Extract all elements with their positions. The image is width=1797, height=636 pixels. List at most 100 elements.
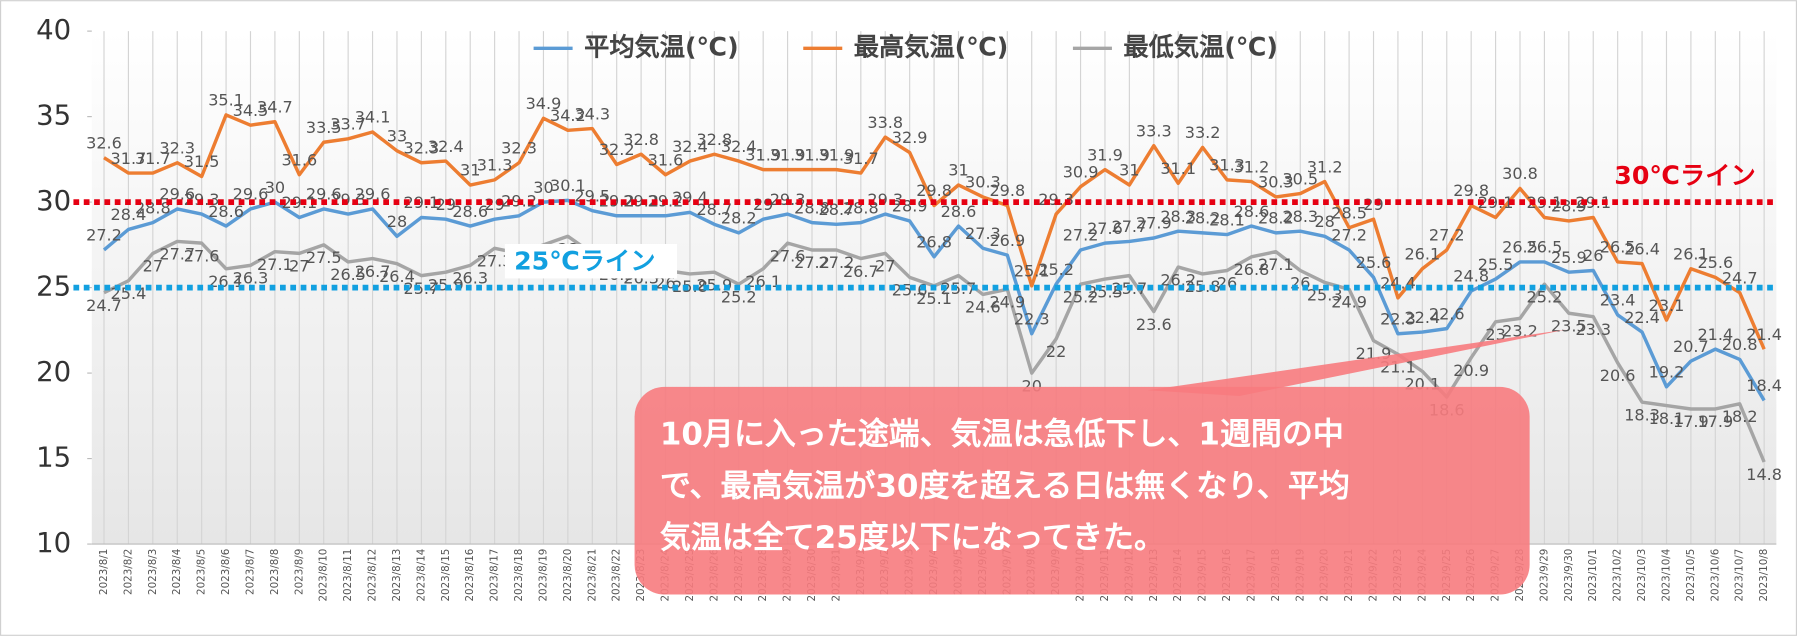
data-label: 32.4 bbox=[721, 137, 757, 156]
data-label: 26.7 bbox=[843, 262, 879, 281]
data-label: 26.1 bbox=[1404, 245, 1440, 264]
data-label: 26 bbox=[655, 274, 675, 293]
reference-label: 30℃ライン bbox=[1614, 161, 1755, 190]
data-label: 28.6 bbox=[941, 202, 977, 221]
data-label: 26.1 bbox=[1673, 245, 1709, 264]
data-label: 21.4 bbox=[1746, 325, 1782, 344]
data-label: 27.6 bbox=[1087, 219, 1123, 238]
data-label: 27.2 bbox=[1063, 226, 1099, 245]
data-label: 29.8 bbox=[1453, 181, 1489, 200]
callout-box bbox=[634, 386, 1530, 595]
data-label: 31.5 bbox=[184, 152, 220, 171]
data-label: 21.4 bbox=[1697, 325, 1733, 344]
data-label: 26.3 bbox=[233, 269, 269, 288]
data-label: 28.3 bbox=[1160, 207, 1196, 226]
x-tick-label: 2023/8/20 bbox=[562, 549, 574, 602]
data-label: 27 bbox=[143, 257, 163, 276]
data-label: 29.6 bbox=[233, 185, 269, 204]
y-tick-label: 40 bbox=[36, 14, 71, 46]
x-tick-label: 2023/8/3 bbox=[147, 549, 159, 595]
data-label: 30 bbox=[265, 178, 285, 197]
x-tick-label: 2023/8/10 bbox=[318, 549, 330, 602]
data-label: 31.9 bbox=[745, 145, 781, 164]
data-label: 26.8 bbox=[916, 233, 952, 252]
data-label: 28.1 bbox=[1209, 210, 1245, 229]
data-label: 30 bbox=[533, 178, 553, 197]
data-label: 26.5 bbox=[1527, 238, 1563, 257]
data-label: 22 bbox=[1046, 342, 1066, 361]
data-label: 27.2 bbox=[1429, 226, 1465, 245]
y-tick-label: 30 bbox=[36, 185, 71, 217]
data-label: 31.9 bbox=[819, 145, 855, 164]
data-label: 34.7 bbox=[257, 97, 293, 116]
data-label: 31.1 bbox=[1160, 159, 1196, 178]
data-label: 25.6 bbox=[1356, 253, 1392, 272]
data-label: 20.6 bbox=[1600, 366, 1636, 385]
data-label: 27.7 bbox=[1112, 217, 1148, 236]
data-label: 29.6 bbox=[159, 185, 195, 204]
data-label: 28.2 bbox=[1258, 209, 1294, 228]
data-label: 30.8 bbox=[1502, 164, 1538, 183]
data-label: 29.4 bbox=[672, 188, 708, 207]
data-label: 20.7 bbox=[1673, 337, 1709, 356]
reference-label: 25℃ライン bbox=[514, 246, 655, 275]
data-label: 25.6 bbox=[1697, 253, 1733, 272]
data-label: 31.9 bbox=[770, 145, 806, 164]
data-label: 14.8 bbox=[1746, 465, 1782, 484]
data-label: 26.9 bbox=[989, 231, 1025, 250]
x-tick-label: 2023/8/5 bbox=[196, 549, 208, 595]
data-label: 27 bbox=[875, 257, 895, 276]
x-tick-label: 2023/8/16 bbox=[464, 549, 476, 602]
reference-label-bg bbox=[504, 243, 678, 279]
x-tick-label: 2023/10/4 bbox=[1660, 549, 1672, 602]
data-label: 29.8 bbox=[989, 181, 1025, 200]
data-label: 30.1 bbox=[550, 176, 586, 195]
data-label: 27.3 bbox=[477, 252, 513, 271]
callout-text: で、最高気温が30度を超える日は無くなり、平均 bbox=[660, 468, 1350, 504]
x-tick-label: 2023/8/2 bbox=[122, 549, 134, 595]
data-label: 26.1 bbox=[745, 272, 781, 291]
data-label: 32.8 bbox=[623, 130, 659, 149]
data-label: 28.5 bbox=[1331, 203, 1367, 222]
data-label: 34.5 bbox=[233, 101, 269, 120]
data-label: 26.8 bbox=[1234, 260, 1270, 279]
data-label: 28.6 bbox=[1234, 202, 1270, 221]
data-label: 31.2 bbox=[1234, 157, 1270, 176]
data-label: 18.1 bbox=[1649, 409, 1685, 428]
data-label: 25.2 bbox=[1527, 287, 1563, 306]
x-tick-label: 2023/10/8 bbox=[1758, 549, 1770, 602]
data-label: 27.2 bbox=[86, 226, 122, 245]
data-label: 31.2 bbox=[1307, 157, 1343, 176]
data-label: 25.1 bbox=[1014, 262, 1050, 281]
data-label: 18.3 bbox=[1624, 405, 1660, 424]
data-label: 28 bbox=[387, 212, 407, 231]
x-tick-label: 2023/8/15 bbox=[440, 549, 452, 602]
x-tick-label: 2023/8/9 bbox=[293, 549, 305, 595]
data-label: 29.1 bbox=[1478, 193, 1514, 212]
data-label: 28.4 bbox=[111, 205, 147, 224]
data-label: 24.9 bbox=[989, 293, 1025, 312]
data-label: 32.3 bbox=[404, 139, 440, 158]
data-label: 33.5 bbox=[306, 118, 342, 137]
x-tick-label: 2023/8/17 bbox=[489, 549, 501, 602]
data-label: 31.9 bbox=[794, 145, 830, 164]
data-label: 30.3 bbox=[965, 173, 1001, 192]
data-label: 33.8 bbox=[867, 113, 903, 132]
data-label: 20.9 bbox=[1453, 361, 1489, 380]
y-tick-label: 10 bbox=[36, 527, 71, 559]
data-label: 22.3 bbox=[1014, 309, 1050, 328]
data-label: 30.9 bbox=[1063, 162, 1099, 181]
data-label: 24.8 bbox=[1453, 267, 1489, 286]
data-label: 23.1 bbox=[1649, 296, 1685, 315]
x-tick-label: 2023/8/6 bbox=[220, 549, 232, 595]
data-label: 29.6 bbox=[355, 185, 391, 204]
data-label: 31.7 bbox=[843, 149, 879, 168]
data-label: 25.7 bbox=[404, 279, 440, 298]
data-label: 26 bbox=[1583, 246, 1603, 265]
x-tick-label: 2023/10/1 bbox=[1587, 549, 1599, 602]
x-tick-label: 2023/8/19 bbox=[537, 549, 549, 602]
x-tick-label: 2023/10/7 bbox=[1734, 549, 1746, 602]
data-label: 25.1 bbox=[916, 289, 952, 308]
data-label: 28 bbox=[1314, 212, 1334, 231]
data-label: 17.9 bbox=[1673, 412, 1709, 431]
